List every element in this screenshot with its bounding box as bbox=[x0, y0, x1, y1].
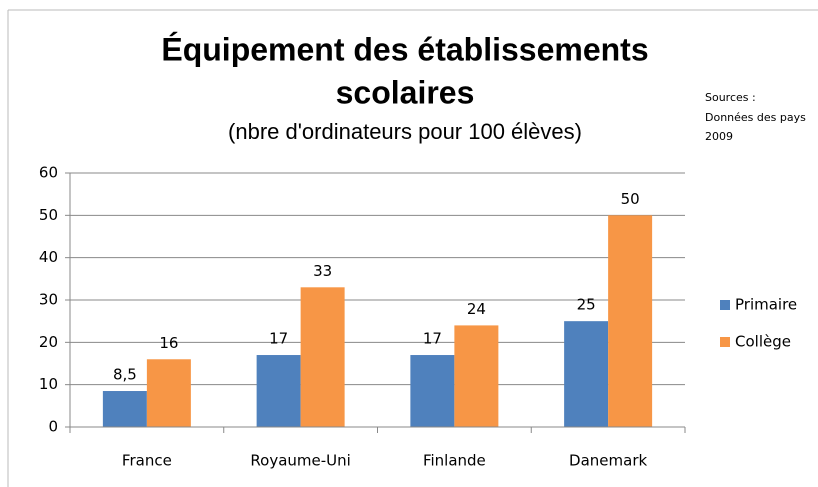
y-tick-label: 60 bbox=[39, 164, 58, 182]
chart-title: Équipement des établissements bbox=[161, 31, 648, 67]
annotation: Données des pays bbox=[705, 111, 806, 124]
y-tick-label: 10 bbox=[39, 375, 58, 393]
legend-swatch bbox=[720, 300, 730, 310]
bar bbox=[410, 355, 455, 427]
bar bbox=[146, 359, 191, 427]
x-tick-label: France bbox=[122, 452, 172, 470]
y-tick-label: 30 bbox=[39, 291, 58, 309]
legend-label: Primaire bbox=[735, 296, 797, 314]
legend-label: Collège bbox=[735, 333, 791, 351]
bar bbox=[564, 321, 609, 427]
annotation: 2009 bbox=[705, 130, 733, 143]
data-label: 25 bbox=[577, 296, 596, 314]
bar bbox=[300, 287, 345, 427]
data-label: 50 bbox=[621, 190, 640, 208]
data-label: 8,5 bbox=[113, 366, 137, 384]
data-label: 17 bbox=[423, 330, 442, 348]
y-tick-label: 0 bbox=[48, 418, 58, 436]
y-tick-label: 50 bbox=[39, 206, 58, 224]
data-label: 24 bbox=[467, 300, 486, 318]
x-tick-label: Danemark bbox=[569, 452, 647, 470]
x-tick-label: Finlande bbox=[423, 452, 486, 470]
bar bbox=[256, 355, 301, 427]
x-tick-label: Royaume-Uni bbox=[250, 452, 350, 470]
data-label: 17 bbox=[269, 330, 288, 348]
data-label: 33 bbox=[313, 262, 332, 280]
y-tick-label: 40 bbox=[39, 248, 58, 266]
bar bbox=[454, 325, 499, 427]
data-label: 16 bbox=[159, 334, 178, 352]
chart-subtitle: (nbre d'ordinateurs pour 100 élèves) bbox=[228, 119, 582, 144]
annotation: Sources : bbox=[705, 91, 756, 104]
legend-swatch bbox=[720, 337, 730, 347]
chart-title: scolaires bbox=[336, 74, 475, 110]
bar bbox=[608, 215, 653, 427]
y-tick-label: 20 bbox=[39, 333, 58, 351]
bar bbox=[102, 391, 147, 427]
